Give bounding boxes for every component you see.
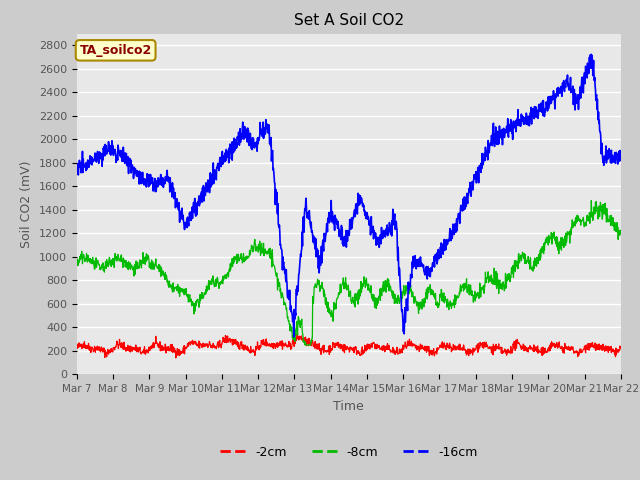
-2cm <box>293 331 301 337</box>
-8cm <box>588 198 595 204</box>
-16cm <box>588 51 595 57</box>
Line: -8cm: -8cm <box>77 201 621 345</box>
-2cm <box>434 345 442 351</box>
Line: -2cm: -2cm <box>77 334 621 358</box>
-16cm <box>194 200 202 206</box>
Legend: -2cm, -8cm, -16cm: -2cm, -8cm, -16cm <box>215 441 483 464</box>
-8cm <box>73 258 81 264</box>
-16cm <box>505 134 513 140</box>
-8cm <box>434 299 442 305</box>
-2cm <box>181 347 189 352</box>
-16cm <box>255 137 262 143</box>
X-axis label: Time: Time <box>333 400 364 413</box>
-2cm <box>172 355 180 361</box>
-8cm <box>194 296 202 302</box>
-8cm <box>255 241 262 247</box>
-16cm <box>180 227 188 232</box>
-8cm <box>180 286 188 292</box>
-2cm <box>505 348 513 354</box>
-2cm <box>553 340 561 346</box>
Text: TA_soilco2: TA_soilco2 <box>79 44 152 57</box>
-8cm <box>301 342 309 348</box>
-16cm <box>73 170 81 176</box>
Y-axis label: Soil CO2 (mV): Soil CO2 (mV) <box>20 160 33 248</box>
-8cm <box>617 230 625 236</box>
Line: -16cm: -16cm <box>77 54 621 337</box>
-16cm <box>553 91 561 96</box>
-2cm <box>255 347 263 353</box>
-16cm <box>617 155 625 160</box>
-16cm <box>434 258 442 264</box>
Title: Set A Soil CO2: Set A Soil CO2 <box>294 13 404 28</box>
-8cm <box>505 277 513 283</box>
-16cm <box>290 334 298 340</box>
-2cm <box>73 345 81 350</box>
-2cm <box>617 344 625 350</box>
-8cm <box>553 234 561 240</box>
-2cm <box>195 341 202 347</box>
